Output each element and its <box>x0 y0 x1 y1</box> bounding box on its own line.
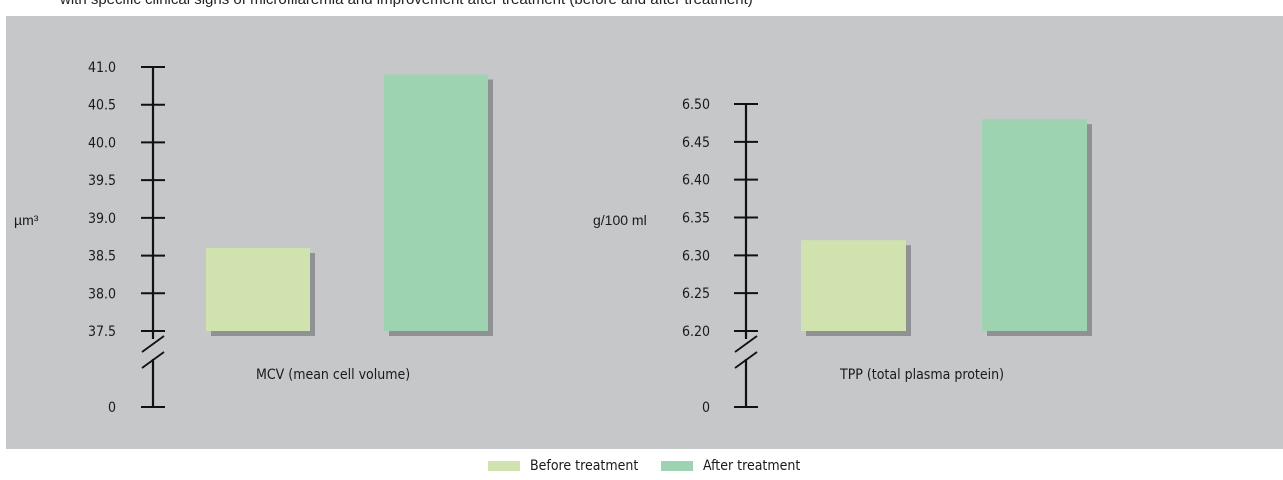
clipped-caption-text: with specific clinical signs of microfil… <box>60 0 753 8</box>
tpp-unit-label: g/100 ml <box>593 212 647 228</box>
mcv-category-label: MCV (mean cell volume) <box>256 367 410 383</box>
mcv-y-tick-label: 41.0 <box>88 60 116 76</box>
legend-item-after: After treatment <box>661 458 800 474</box>
mcv-bar-before <box>206 248 310 331</box>
mcv-axis-break-mark <box>141 335 165 353</box>
tpp-y-tick-label: 6.40 <box>682 173 710 189</box>
legend-swatch-before <box>488 461 520 471</box>
mcv-y-tick-label: 40.0 <box>88 135 116 151</box>
charts-svg: 0 37.5 38.0 38.5 39.0 39.5 40.0 40.5 41.0 µm³ MCV … <box>14 60 1092 416</box>
tpp-zero-label: 0 <box>702 400 710 416</box>
tpp-axis-break-mark <box>734 351 758 369</box>
tpp-axis-break-mark <box>734 335 758 353</box>
tpp-bar-before <box>801 240 906 331</box>
chart-panel: 0 37.5 38.0 38.5 39.0 39.5 40.0 40.5 41.0 µm³ MCV … <box>6 16 1283 449</box>
legend-swatch-after <box>661 461 693 471</box>
mcv-y-tick-label: 39.5 <box>88 173 116 189</box>
legend-item-before: Before treatment <box>488 458 638 474</box>
tpp-y-tick-label: 6.45 <box>682 135 710 151</box>
tpp-bar-after <box>982 119 1087 331</box>
mcv-unit-label: µm³ <box>14 212 39 228</box>
mcv-y-tick-label: 39.0 <box>88 211 116 227</box>
tpp-y-tick-label: 6.35 <box>682 211 710 227</box>
legend: Before treatment After treatment <box>0 452 1283 480</box>
tpp-y-tick-label: 6.25 <box>682 286 710 302</box>
tpp-y-tick-label: 6.50 <box>682 97 710 113</box>
tpp-y-tick-label: 6.20 <box>682 324 710 340</box>
mcv-y-tick-label: 38.5 <box>88 249 116 265</box>
legend-label-before: Before treatment <box>530 458 639 474</box>
mcv-y-tick-label: 40.5 <box>88 98 116 114</box>
mcv-zero-label: 0 <box>108 400 116 416</box>
tpp-category-label: TPP (total plasma protein) <box>839 367 1004 383</box>
tpp-y-tick-label: 6.30 <box>682 248 710 264</box>
mcv-y-tick-label: 37.5 <box>88 324 116 340</box>
mcv-axis-break-mark <box>141 351 165 369</box>
legend-label-after: After treatment <box>703 458 801 474</box>
clipped-caption: with specific clinical signs of microfil… <box>0 0 1283 16</box>
mcv-y-tick-label: 38.0 <box>88 286 116 302</box>
mcv-bar-after <box>384 74 488 332</box>
